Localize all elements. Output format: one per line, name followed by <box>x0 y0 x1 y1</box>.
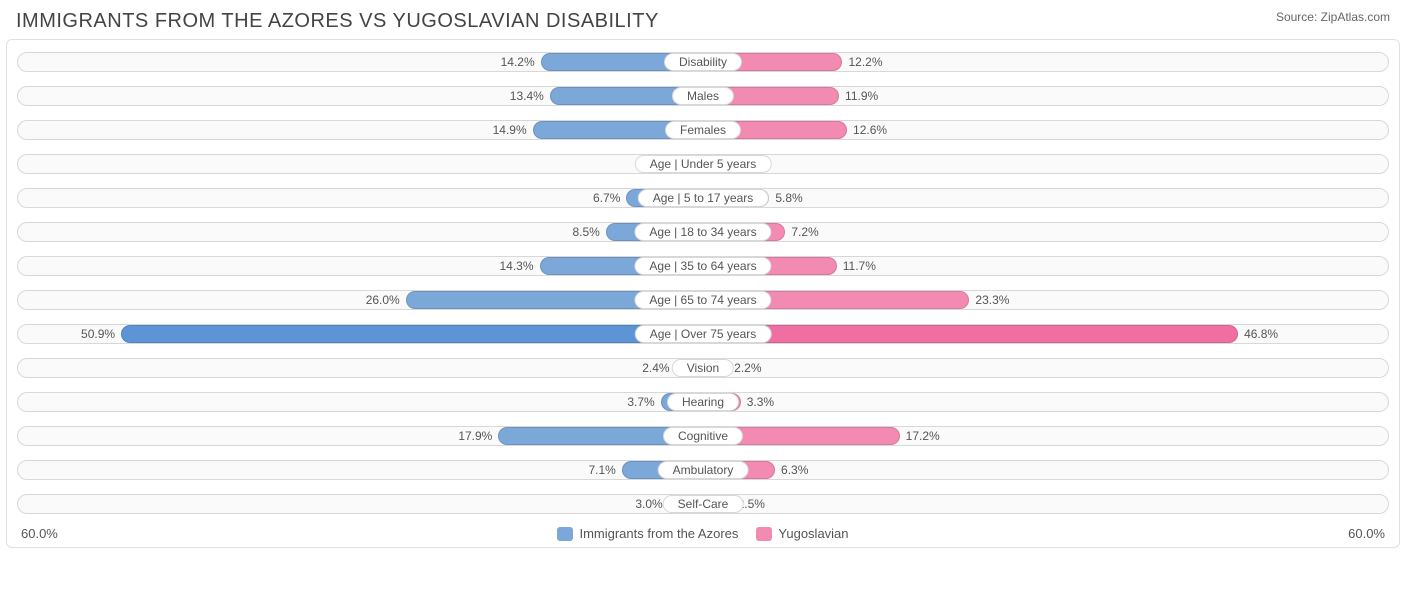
chart-row: 14.3% 11.7% Age | 35 to 64 years <box>17 252 1389 280</box>
value-right: 3.3% <box>747 393 774 411</box>
chart-row: 2.2%1.4%Age | Under 5 years <box>17 150 1389 178</box>
value-left: 14.9% <box>493 121 527 139</box>
chart-row: 7.1% 6.3% Ambulatory <box>17 456 1389 484</box>
value-right: 7.2% <box>791 223 818 241</box>
value-left: 6.7% <box>593 189 620 207</box>
value-left: 2.4% <box>642 359 669 377</box>
value-right: 17.2% <box>906 427 940 445</box>
category-label: Self-Care <box>663 495 744 513</box>
value-right: 2.2% <box>734 359 761 377</box>
value-left: 14.2% <box>501 53 535 71</box>
chart-container: IMMIGRANTS FROM THE AZORES VS YUGOSLAVIA… <box>0 0 1406 554</box>
bar-left <box>121 325 703 343</box>
value-right: 11.7% <box>843 257 876 275</box>
value-right: 11.9% <box>845 87 878 105</box>
category-label: Age | 5 to 17 years <box>638 189 769 207</box>
category-label: Age | Over 75 years <box>635 325 772 343</box>
legend-label-left: Immigrants from the Azores <box>579 526 738 541</box>
category-label: Age | 35 to 64 years <box>634 257 771 275</box>
axis-max-left: 60.0% <box>21 526 58 541</box>
value-right: 23.3% <box>975 291 1009 309</box>
value-left: 13.4% <box>510 87 544 105</box>
category-label: Disability <box>664 53 742 71</box>
bar-right <box>703 325 1238 343</box>
legend-label-right: Yugoslavian <box>778 526 848 541</box>
value-right: 46.8% <box>1244 325 1278 343</box>
chart-row: 17.9% 17.2% Cognitive <box>17 422 1389 450</box>
chart-row: 3.0%2.5%Self-Care <box>17 490 1389 518</box>
value-left: 26.0% <box>366 291 400 309</box>
chart-row: 2.4% 2.2%Vision <box>17 354 1389 382</box>
header: IMMIGRANTS FROM THE AZORES VS YUGOSLAVIA… <box>6 10 1400 39</box>
value-right: 5.8% <box>775 189 802 207</box>
category-label: Age | 18 to 34 years <box>634 223 771 241</box>
category-label: Males <box>672 87 734 105</box>
rows-container: 14.2% 12.2% Disability 13.4% 11.9% Males 14.9%… <box>17 48 1389 518</box>
legend: Immigrants from the Azores Yugoslavian <box>58 526 1348 541</box>
source-label: Source: ZipAtlas.com <box>1276 10 1390 24</box>
legend-swatch-right <box>756 527 772 541</box>
value-left: 17.9% <box>458 427 492 445</box>
chart-row: 14.2% 12.2% Disability <box>17 48 1389 76</box>
chart-footer: 60.0% Immigrants from the Azores Yugosla… <box>17 524 1389 543</box>
category-label: Females <box>665 121 741 139</box>
chart-row: 6.7% 5.8% Age | 5 to 17 years <box>17 184 1389 212</box>
category-label: Age | 65 to 74 years <box>634 291 771 309</box>
legend-item-right: Yugoslavian <box>756 526 848 541</box>
axis-max-right: 60.0% <box>1348 526 1385 541</box>
value-left: 50.9% <box>81 325 115 343</box>
value-right: 12.6% <box>853 121 887 139</box>
value-right: 6.3% <box>781 461 808 479</box>
value-right: 12.2% <box>848 53 882 71</box>
value-left: 3.7% <box>627 393 654 411</box>
category-label: Ambulatory <box>658 461 749 479</box>
value-left: 8.5% <box>572 223 599 241</box>
value-left: 7.1% <box>588 461 615 479</box>
legend-swatch-left <box>557 527 573 541</box>
legend-item-left: Immigrants from the Azores <box>557 526 738 541</box>
category-label: Vision <box>672 359 734 377</box>
category-label: Age | Under 5 years <box>635 155 772 173</box>
category-label: Cognitive <box>663 427 743 445</box>
chart-row: 3.7% 3.3% Hearing <box>17 388 1389 416</box>
chart-title: IMMIGRANTS FROM THE AZORES VS YUGOSLAVIA… <box>16 10 659 33</box>
chart-row: 14.9% 12.6% Females <box>17 116 1389 144</box>
chart-area: 14.2% 12.2% Disability 13.4% 11.9% Males 14.9%… <box>6 39 1400 548</box>
value-left: 3.0% <box>635 495 662 513</box>
category-label: Hearing <box>667 393 739 411</box>
chart-row: 50.9% 46.8% Age | Over 75 years <box>17 320 1389 348</box>
chart-row: 26.0% 23.3% Age | 65 to 74 years <box>17 286 1389 314</box>
value-left: 14.3% <box>499 257 533 275</box>
chart-row: 13.4% 11.9% Males <box>17 82 1389 110</box>
chart-row: 8.5% 7.2% Age | 18 to 34 years <box>17 218 1389 246</box>
